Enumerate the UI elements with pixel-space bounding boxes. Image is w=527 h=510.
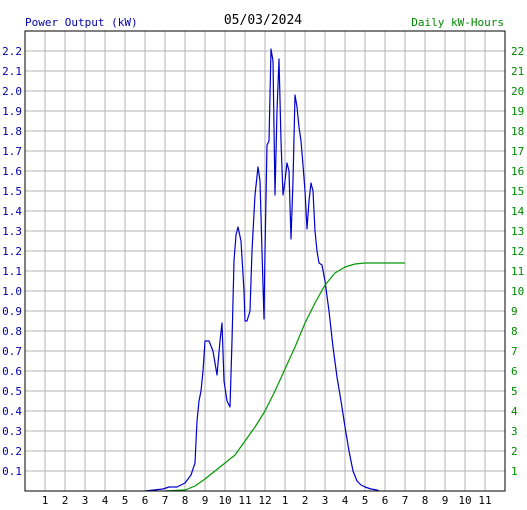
left-axis-label: Power Output (kW): [25, 16, 138, 29]
x-axis-ticks: 1 2 3 4 5 6 7 8 9 10 11 12 1 2 3 4 5 6 7 8 9 10 11: [42, 494, 492, 507]
x-tick-label: 12: [258, 494, 271, 507]
right-tick-label: 10: [511, 285, 524, 298]
left-tick-label: 2.0: [2, 85, 22, 98]
x-tick-label: 2: [302, 494, 309, 507]
left-tick-label: 1.8: [2, 125, 22, 138]
left-tick-label: 1.0: [2, 285, 22, 298]
chart-title: 05/03/2024: [224, 13, 302, 28]
right-tick-label: 13: [511, 225, 524, 238]
x-tick-label: 4: [342, 494, 349, 507]
right-tick-label: 20: [511, 85, 524, 98]
right-tick-label: 5: [511, 385, 518, 398]
x-tick-label: 10: [458, 494, 471, 507]
right-axis-label: Daily kW-Hours: [411, 16, 504, 29]
left-tick-label: 0.9: [2, 305, 22, 318]
right-tick-label: 19: [511, 105, 524, 118]
right-tick-label: 14: [511, 205, 525, 218]
left-tick-label: 0.3: [2, 425, 22, 438]
x-tick-label: 2: [62, 494, 69, 507]
x-tick-label: 8: [422, 494, 429, 507]
power-output-line: [144, 48, 380, 492]
right-tick-label: 22: [511, 45, 524, 58]
x-tick-label: 7: [162, 494, 169, 507]
left-tick-label: 1.7: [2, 145, 22, 158]
right-tick-label: 2: [511, 445, 518, 458]
x-tick-label: 3: [82, 494, 89, 507]
x-tick-label: 4: [102, 494, 109, 507]
left-tick-label: 1.3: [2, 225, 22, 238]
left-tick-label: 1.1: [2, 265, 22, 278]
left-tick-label: 1.4: [2, 205, 22, 218]
right-tick-label: 1: [511, 465, 518, 478]
left-tick-label: 0.5: [2, 385, 22, 398]
x-tick-label: 7: [402, 494, 409, 507]
plot-frame: [24, 30, 506, 492]
right-tick-label: 7: [511, 345, 518, 358]
right-tick-label: 11: [511, 265, 524, 278]
x-tick-label: 1: [282, 494, 289, 507]
right-tick-label: 16: [511, 165, 524, 178]
left-tick-label: 0.8: [2, 325, 22, 338]
x-tick-label: 11: [478, 494, 491, 507]
x-tick-label: 3: [322, 494, 329, 507]
x-tick-label: 9: [202, 494, 209, 507]
right-tick-label: 12: [511, 245, 524, 258]
left-tick-label: 0.4: [2, 405, 22, 418]
right-tick-label: 21: [511, 65, 524, 78]
left-tick-label: 2.1: [2, 65, 22, 78]
left-tick-label: 2.2: [2, 45, 22, 58]
right-tick-label: 17: [511, 145, 524, 158]
left-tick-label: 0.1: [2, 465, 22, 478]
right-tick-label: 6: [511, 365, 518, 378]
x-tick-label: 5: [362, 494, 369, 507]
left-tick-label: 0.6: [2, 365, 22, 378]
daily-energy-line: [164, 262, 405, 492]
right-tick-label: 18: [511, 125, 524, 138]
left-tick-label: 1.9: [2, 105, 22, 118]
left-tick-label: 0.2: [2, 445, 22, 458]
x-tick-label: 6: [142, 494, 149, 507]
left-tick-label: 1.5: [2, 185, 22, 198]
right-tick-label: 8: [511, 325, 518, 338]
x-tick-label: 10: [218, 494, 231, 507]
right-tick-label: 4: [511, 405, 518, 418]
x-tick-label: 6: [382, 494, 389, 507]
x-tick-label: 8: [182, 494, 189, 507]
x-tick-label: 5: [122, 494, 129, 507]
right-tick-label: 3: [511, 425, 518, 438]
series-lines: [144, 48, 405, 492]
right-tick-label: 9: [511, 305, 518, 318]
right-tick-label: 15: [511, 185, 524, 198]
left-axis-ticks: 0.1 0.2 0.3 0.4 0.5 0.6 0.7 0.8 0.9 1.0 1.1 1.2 1.3 1…: [2, 45, 22, 478]
x-tick-label: 11: [238, 494, 251, 507]
x-tick-label: 1: [42, 494, 49, 507]
left-tick-label: 1.6: [2, 165, 22, 178]
x-tick-label: 9: [442, 494, 449, 507]
left-tick-label: 0.7: [2, 345, 22, 358]
left-tick-label: 1.2: [2, 245, 22, 258]
